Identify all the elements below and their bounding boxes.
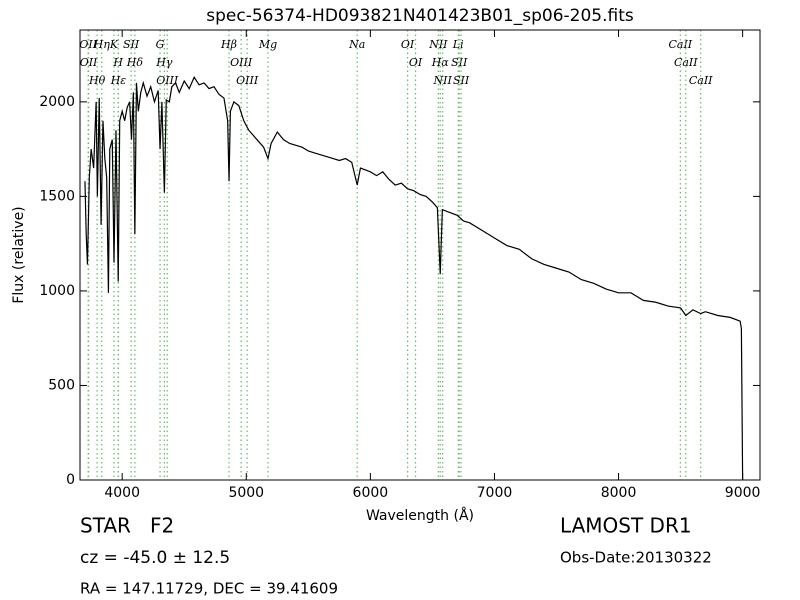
chart-title: spec-56374-HD093821N401423B01_sp06-205.f… (206, 6, 634, 26)
coords-text: RA = 147.11729, DEC = 39.41609 (80, 580, 338, 598)
spectrum-line (84, 76, 744, 480)
line-marker-label: OIII (156, 74, 179, 87)
x-tick-label: 6000 (353, 485, 389, 501)
y-tick-label: 1000 (39, 283, 75, 299)
line-marker-label: CaII (668, 38, 692, 51)
line-marker-label: Hδ (126, 56, 144, 69)
line-marker-label: SII (451, 56, 468, 69)
y-tick-label: 500 (48, 377, 75, 393)
line-marker-label: Hα (431, 56, 450, 69)
x-tick-label: 5000 (228, 485, 264, 501)
y-tick-label: 0 (66, 472, 75, 488)
class-text: STAR F2 (80, 514, 174, 538)
x-axis-label: Wavelength (Å) (366, 507, 474, 524)
line-marker-label: OII (80, 56, 98, 69)
survey-text: LAMOST DR1 (560, 514, 692, 538)
line-marker-label: NII (433, 74, 453, 87)
line-marker-label: CaII (689, 74, 713, 87)
line-marker-label: G (156, 38, 165, 51)
line-marker-label: K (109, 38, 119, 51)
line-marker-label: Na (348, 38, 365, 51)
line-marker-label: Hβ (220, 38, 237, 51)
line-marker-label: Hη (93, 38, 111, 51)
line-marker-label: Hθ (88, 74, 106, 87)
line-marker-label: Li (452, 38, 464, 51)
line-marker-label: CaII (674, 56, 698, 69)
obs-date-text: Obs-Date:20130322 (560, 549, 712, 567)
line-marker-label: OIII (230, 56, 253, 69)
x-tick-label: 4000 (104, 485, 140, 501)
line-marker-label: SII (123, 38, 140, 51)
x-tick-label: 8000 (601, 485, 637, 501)
line-marker-label: OI (409, 56, 423, 69)
line-marker-label: OI (401, 38, 415, 51)
line-marker-label: Mg (258, 38, 277, 51)
plot-frame (79, 29, 761, 481)
line-marker-label: OIII (236, 74, 259, 87)
line-marker-label: Hε (110, 74, 127, 87)
line-marker-label: NII (428, 38, 448, 51)
cz-text: cz = -45.0 ± 12.5 (80, 548, 230, 568)
y-tick-label: 1500 (39, 188, 75, 204)
y-tick-label: 2000 (39, 94, 75, 110)
x-tick-label: 7000 (477, 485, 513, 501)
line-marker-label: Hγ (155, 56, 173, 69)
x-tick-label: 9000 (725, 485, 761, 501)
line-marker-label: SII (453, 74, 470, 87)
y-axis-label: Flux (relative) (11, 206, 27, 303)
